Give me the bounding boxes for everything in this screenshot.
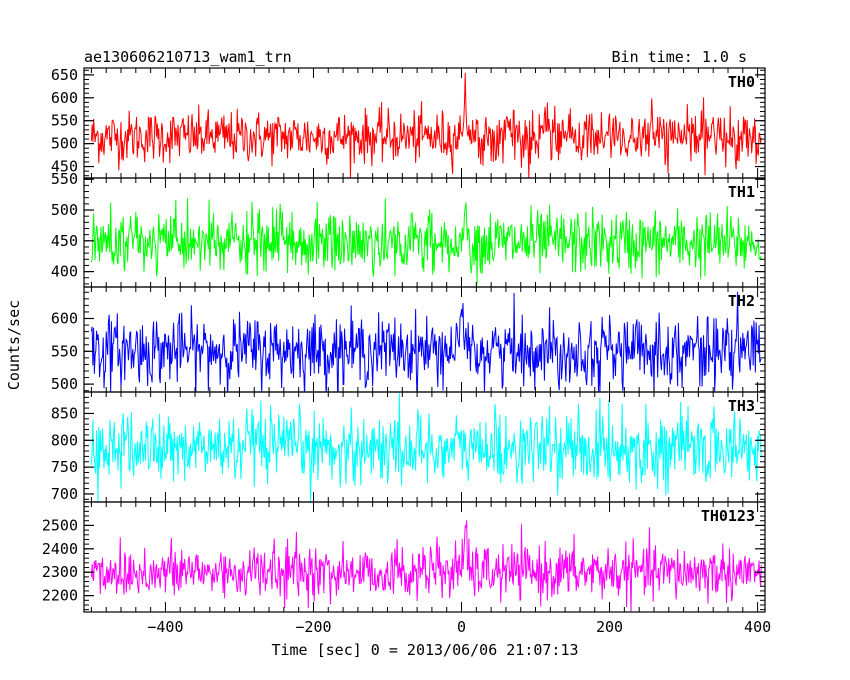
y-tick-label: 550 — [51, 170, 78, 188]
y-tick-label: 500 — [51, 135, 78, 153]
panel-th3: 700 750 800 850 TH3 — [51, 391, 766, 503]
y-tick-label: 650 — [51, 66, 78, 84]
series-line-th3 — [90, 392, 762, 502]
panel-name-label: TH0 — [728, 73, 755, 91]
y-tick-label: 400 — [51, 263, 78, 281]
y-tick-label: 2400 — [42, 540, 78, 558]
y-tick-label: 2200 — [42, 587, 78, 605]
chart-title: ae130606210713_wam1_trn — [84, 48, 292, 66]
panel-th0: 450 500 550 600 650 TH0 — [51, 66, 766, 179]
x-axis-label: Time [sec] 0 = 2013/06/06 21:07:13 — [271, 641, 578, 659]
y-tick-label: 500 — [51, 201, 78, 219]
series-line-th1 — [90, 197, 762, 285]
panel-name-label: TH1 — [728, 183, 755, 201]
panel-frame — [83, 286, 766, 393]
panel-th0123: 2200 2300 2400 2500 TH0123 — [42, 501, 766, 613]
series-line-th0 — [90, 72, 762, 178]
y-tick-label: 800 — [51, 431, 78, 449]
panels-group: 450 500 550 600 650 TH0 400 450 500 550 TH1 500 550 6… — [42, 66, 771, 636]
x-tick-label: −200 — [295, 618, 331, 636]
x-tick-label: 400 — [744, 618, 771, 636]
bin-time-label: Bin time: 1.0 s — [612, 48, 747, 66]
x-tick-label: −400 — [147, 618, 183, 636]
y-tick-label: 550 — [51, 342, 78, 360]
y-tick-label: 500 — [51, 375, 78, 393]
y-tick-label: 450 — [51, 232, 78, 250]
y-tick-label: 850 — [51, 404, 78, 422]
y-tick-label: 600 — [51, 310, 78, 328]
panel-name-label: TH3 — [728, 397, 755, 415]
y-tick-label: 700 — [51, 485, 78, 503]
panel-th1: 400 450 500 550 TH1 — [51, 170, 766, 288]
panel-th2: 500 550 600 TH2 — [51, 286, 766, 393]
panel-frame — [83, 67, 766, 179]
series-line-th2 — [90, 291, 762, 392]
y-tick-label: 2300 — [42, 563, 78, 581]
y-tick-label: 600 — [51, 89, 78, 107]
y-tick-label: 2500 — [42, 516, 78, 534]
panel-frame — [83, 177, 766, 288]
y-tick-label: 750 — [51, 458, 78, 476]
y-tick-label: 550 — [51, 112, 78, 130]
panel-frame — [83, 501, 766, 613]
y-axis-label: Counts/sec — [5, 300, 23, 390]
series-line-th0123 — [90, 520, 762, 612]
x-tick-label: 0 — [457, 618, 466, 636]
x-tick-label: 200 — [596, 618, 623, 636]
panel-name-label: TH2 — [728, 292, 755, 310]
y-tick-label: 450 — [51, 158, 78, 176]
panel-name-label: TH0123 — [701, 507, 755, 525]
